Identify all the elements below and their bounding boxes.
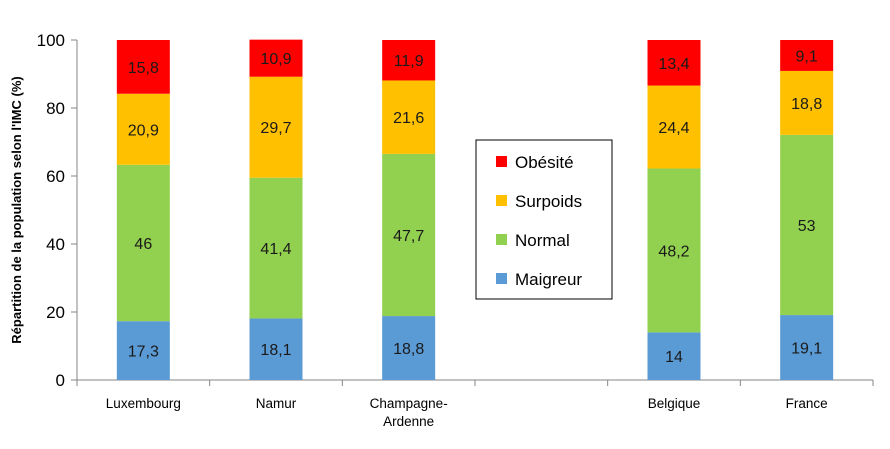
bar-normal-namur: [249, 177, 303, 319]
data-label-obesite-namur: 10,9: [260, 51, 291, 68]
x-tick-label-luxembourg: Luxembourg: [106, 396, 181, 411]
data-label-normal-champagne-ardenne: 47,7: [393, 228, 424, 245]
data-label-normal-namur: 41,4: [260, 241, 291, 258]
data-label-normal-belgique: 48,2: [658, 243, 689, 260]
bar-maigreur-luxembourg: [116, 321, 170, 380]
data-label-normal-luxembourg: 46: [134, 236, 152, 253]
x-tick-label-france: France: [786, 396, 828, 411]
data-label-maigreur-champagne-ardenne: 18,8: [393, 341, 424, 358]
bar-surpoids-france: [780, 70, 834, 135]
legend-label-surpoids: Surpoids: [515, 192, 582, 211]
bars: [116, 39, 834, 380]
bar-obesite-luxembourg: [116, 40, 170, 94]
legend-label-obesite: Obésité: [515, 153, 574, 172]
bar-maigreur-belgique: [647, 332, 701, 380]
x-tick-label-belgique: Belgique: [648, 396, 701, 411]
bar-normal-belgique: [647, 168, 701, 333]
bar-surpoids-namur: [249, 76, 303, 178]
data-label-obesite-luxembourg: 15,8: [128, 60, 159, 77]
legend-swatch-obesite: [496, 156, 507, 167]
bar-obesite-france: [780, 40, 834, 71]
data-label-maigreur-france: 19,1: [791, 341, 822, 358]
bar-normal-france: [780, 134, 834, 316]
bar-maigreur-champagne-ardenne: [382, 316, 436, 380]
bar-surpoids-champagne-ardenne: [382, 80, 436, 154]
legend: Obésité Surpoids Normal Maigreur: [475, 139, 613, 300]
data-label-maigreur-belgique: 14: [665, 349, 683, 366]
data-label-surpoids-france: 18,8: [791, 96, 822, 113]
data-label-surpoids-belgique: 24,4: [658, 120, 689, 137]
legend-label-normal: Normal: [515, 231, 570, 250]
legend-swatch-maigreur: [496, 273, 507, 284]
data-label-maigreur-luxembourg: 17,3: [128, 344, 159, 361]
bar-obesite-champagne-ardenne: [382, 40, 436, 81]
y-tick-label-60: 60: [46, 167, 65, 186]
bar-obesite-namur: [249, 39, 303, 77]
data-label-maigreur-namur: 18,1: [260, 342, 291, 359]
legend-swatch-normal: [496, 234, 507, 245]
legend-label-maigreur: Maigreur: [515, 270, 582, 289]
bar-obesite-belgique: [647, 40, 701, 86]
data-label-normal-france: 53: [798, 218, 816, 235]
data-labels: 17,3 46 20,9 15,8 18,1 41,4 29,7 10,9 18,8 47,7 21…: [128, 48, 823, 366]
bar-normal-champagne-ardenne: [382, 153, 436, 317]
x-tick-label-champagne: Champagne-: [370, 396, 448, 411]
y-tick-label-0: 0: [56, 371, 65, 390]
bar-normal-luxembourg: [116, 164, 170, 322]
y-axis-title-group: Répartition de la population selon l'IMC…: [9, 76, 24, 343]
y-tick-label-20: 20: [46, 303, 65, 322]
bar-maigreur-france: [780, 315, 834, 380]
bar-surpoids-luxembourg: [116, 93, 170, 165]
data-label-surpoids-luxembourg: 20,9: [128, 122, 159, 139]
data-label-obesite-france: 9,1: [796, 48, 818, 65]
x-tick-label-ardenne: Ardenne: [383, 414, 434, 429]
axes: 0 20 40 60 80 100 Luxembourg Namur Champagne- Ard…: [37, 31, 874, 429]
data-label-surpoids-namur: 29,7: [260, 120, 291, 137]
y-tick-label-100: 100: [37, 31, 65, 50]
y-axis-title: Répartition de la population selon l'IMC…: [9, 76, 24, 343]
y-tick-label-40: 40: [46, 235, 65, 254]
y-tick-label-80: 80: [46, 99, 65, 118]
data-label-surpoids-champagne-ardenne: 21,6: [393, 110, 424, 127]
legend-swatch-surpoids: [496, 195, 507, 206]
x-tick-label-namur: Namur: [256, 396, 297, 411]
data-label-obesite-champagne-ardenne: 11,9: [394, 53, 424, 70]
data-label-obesite-belgique: 13,4: [658, 56, 689, 73]
bar-maigreur-namur: [249, 318, 303, 380]
bar-surpoids-belgique: [647, 85, 701, 169]
